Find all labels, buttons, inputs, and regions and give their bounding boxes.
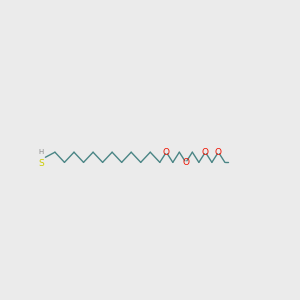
Text: O: O	[215, 148, 222, 157]
Text: H: H	[38, 149, 44, 155]
Text: O: O	[182, 158, 189, 167]
Text: O: O	[202, 148, 209, 157]
Text: S: S	[39, 159, 44, 168]
Text: O: O	[163, 148, 170, 157]
